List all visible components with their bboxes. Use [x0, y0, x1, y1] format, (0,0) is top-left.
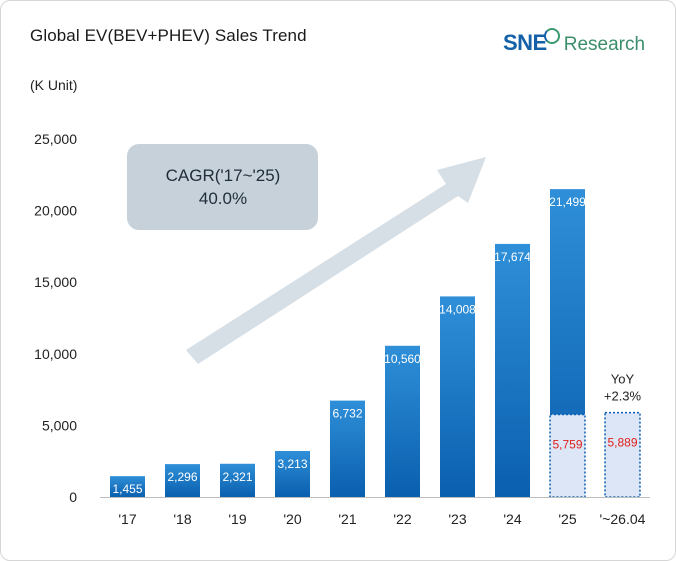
yoy-annotation: YoY +2.3%	[604, 372, 642, 404]
x-tick-label: '23	[448, 511, 466, 527]
bar	[440, 296, 475, 497]
x-axis: '17 '18 '19 '20 '21 '22 '23 '24 '25 '~26.04	[100, 497, 650, 527]
growth-arrow	[186, 157, 486, 364]
bar	[495, 243, 530, 497]
x-tick-label: '~26.04	[600, 511, 646, 527]
y-tick-label: 5,000	[42, 417, 77, 433]
bar-value-label: 2,296	[167, 470, 197, 484]
bar	[165, 464, 200, 497]
bar	[385, 345, 420, 497]
bars: 1,455 2,296 2,321 3,213 6,732 10,560 14,008 17,…	[110, 189, 641, 498]
growth-arrow-shape	[186, 157, 486, 364]
bar-value-label: 10,560	[384, 352, 421, 366]
y-axis-unit-label: (K Unit)	[30, 77, 78, 93]
chart-title: Global EV(BEV+PHEV) Sales Trend	[30, 26, 307, 45]
bar	[330, 400, 365, 497]
yoy-value: +2.3%	[604, 389, 642, 404]
y-tick-label: 15,000	[34, 274, 77, 290]
cagr-box	[127, 144, 318, 230]
bar-value-label: 3,213	[277, 457, 307, 471]
cagr-label: CAGR('17~'25)	[166, 166, 281, 185]
bar-value-label: 2,321	[222, 470, 252, 484]
logo-research-text: Research	[563, 34, 646, 55]
partial-bar	[549, 413, 586, 498]
x-tick-label: '19	[228, 511, 246, 527]
y-tick-label: 20,000	[34, 203, 77, 219]
x-tick-label: '22	[393, 511, 411, 527]
sne-research-logo: SNE Research	[503, 28, 645, 60]
y-axis: 0 5,000 10,000 15,000 20,000 25,000	[34, 131, 77, 505]
cagr-callout: CAGR('17~'25) 40.0%	[127, 144, 318, 230]
logo-ring-icon	[543, 28, 560, 44]
x-tick-label: '24	[503, 511, 521, 527]
yoy-label: YoY	[611, 372, 635, 387]
y-tick-label: 25,000	[34, 131, 77, 147]
bar-value-label: 21,499	[549, 195, 586, 209]
x-tick-label: '18	[173, 511, 191, 527]
bar-value-label: 17,674	[494, 250, 531, 264]
logo-sne-text: SNE	[503, 30, 547, 55]
partial-bar-value-label: 5,889	[607, 436, 637, 450]
x-tick-label: '20	[283, 511, 301, 527]
partial-bar-value-label: 5,759	[552, 438, 582, 452]
x-tick-label: '17	[118, 511, 136, 527]
bar	[220, 463, 255, 497]
y-tick-label: 0	[69, 489, 77, 505]
y-tick-label: 10,000	[34, 346, 77, 362]
cagr-value: 40.0%	[199, 189, 247, 208]
partial-bar	[604, 411, 641, 498]
x-tick-label: '21	[338, 511, 356, 527]
bar-value-label: 14,008	[439, 302, 476, 316]
bar	[110, 476, 145, 497]
bar-value-label: 6,732	[332, 407, 362, 421]
x-tick-label: '25	[558, 511, 576, 527]
bar	[275, 450, 310, 497]
bar-value-label: 1,455	[112, 482, 142, 496]
